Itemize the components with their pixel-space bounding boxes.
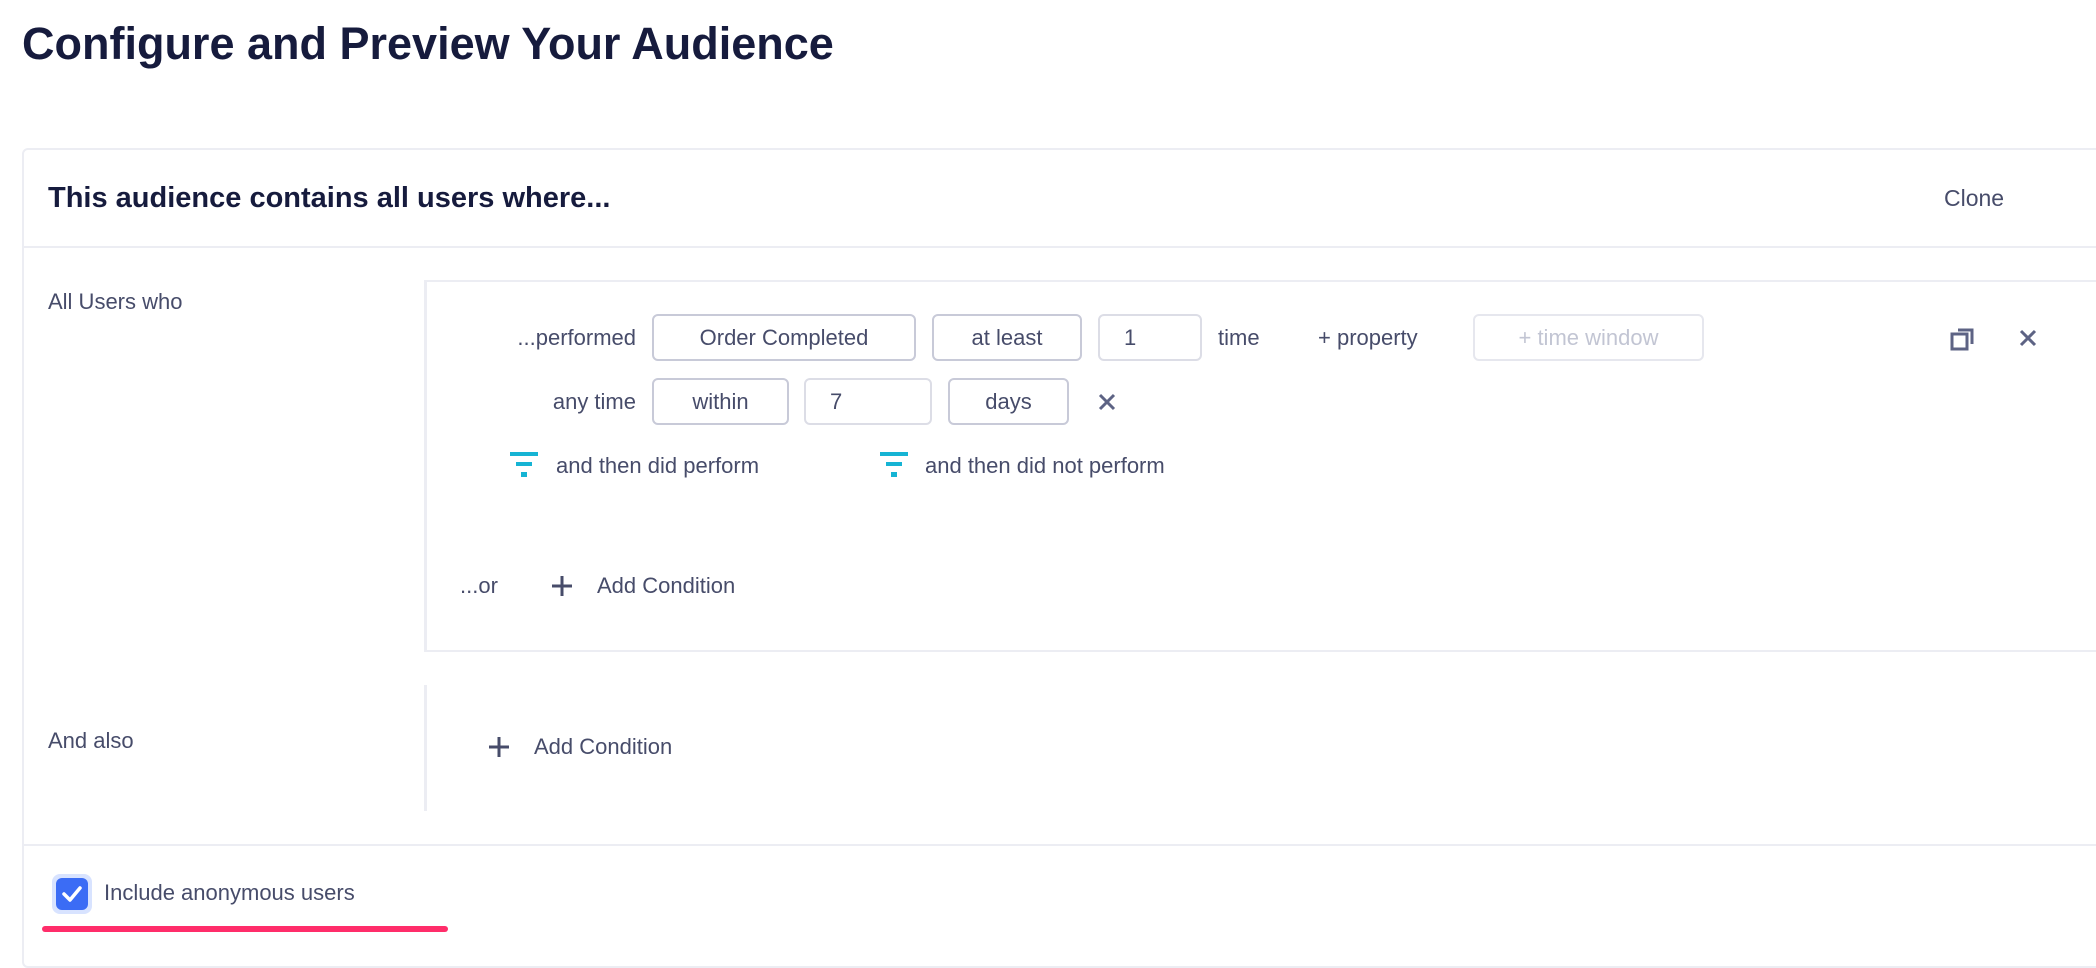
copy-icon[interactable] [1950, 326, 1976, 352]
add-time-window-button[interactable]: + time window [1473, 314, 1704, 361]
condition-row-2: any time within 7 days [0, 378, 2096, 425]
card-heading: This audience contains all users where..… [48, 182, 611, 214]
and-also-row: Add Condition [0, 723, 2096, 770]
plus-icon[interactable] [551, 575, 573, 597]
page-title: Configure and Preview Your Audience [22, 18, 834, 69]
or-row: ...or Add Condition [0, 562, 2096, 609]
and-then-did-not-perform-button[interactable]: and then did not perform [925, 453, 1165, 478]
highlight-underline [42, 926, 448, 932]
period-select[interactable]: days [948, 378, 1069, 425]
divider [424, 280, 427, 652]
divider [22, 246, 2096, 248]
close-icon[interactable] [1098, 393, 1116, 411]
performed-label: ...performed [517, 325, 636, 350]
amount-input[interactable]: 7 [804, 378, 932, 425]
close-icon[interactable] [2018, 328, 2038, 348]
divider [424, 650, 2096, 652]
plus-icon[interactable] [488, 736, 510, 758]
divider [424, 685, 427, 811]
event-select[interactable]: Order Completed [652, 314, 916, 361]
operator-select[interactable]: at least [932, 314, 1082, 361]
section-label-all-users: All Users who [48, 289, 183, 314]
add-or-condition-button[interactable]: Add Condition [597, 573, 736, 598]
clone-button[interactable]: Clone [1944, 185, 2005, 211]
divider [22, 844, 2096, 846]
divider [424, 280, 2096, 282]
section-label-and-also: And also [48, 728, 134, 753]
add-property-button[interactable]: + property [1318, 325, 1418, 350]
or-label: ...or [460, 573, 498, 598]
funnel-icon [880, 452, 908, 477]
funnel-icon [510, 452, 538, 477]
check-icon [62, 886, 82, 902]
include-anonymous-label: Include anonymous users [104, 880, 355, 905]
condition-row-1: ...performed Order Completed at least 1 … [0, 314, 2096, 361]
any-time-label: any time [552, 389, 636, 414]
then-row: and then did perform and then did not pe… [0, 442, 2096, 489]
add-and-condition-button[interactable]: Add Condition [534, 734, 673, 759]
time-unit-label: time [1218, 325, 1260, 350]
range-select[interactable]: within [652, 378, 789, 425]
and-then-did-perform-button[interactable]: and then did perform [556, 453, 760, 478]
include-anonymous-checkbox[interactable] [52, 874, 92, 914]
count-input[interactable]: 1 [1098, 314, 1202, 361]
